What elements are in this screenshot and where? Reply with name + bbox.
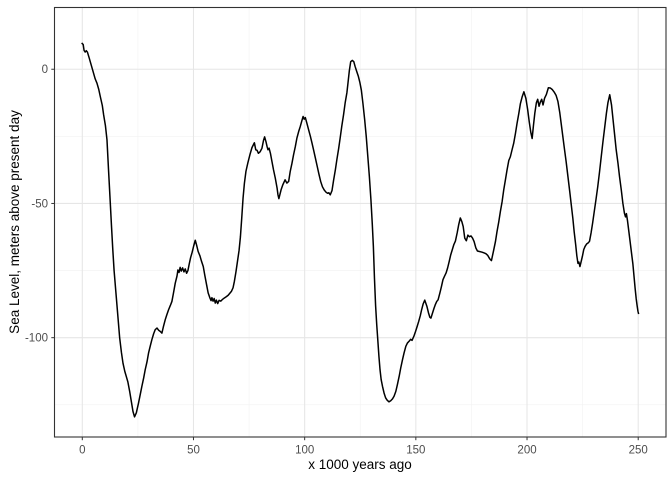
tick-layer: 0 50 100 150 200 250 0 -50 -100 [25,64,648,456]
panel-border [53,6,667,438]
y-tick-label: -50 [31,198,48,210]
x-tick-label: 100 [295,445,314,457]
grid-layer [54,7,666,437]
x-tick-label: 50 [187,445,200,457]
sea-level-line [81,42,640,418]
x-tick-label: 200 [517,445,536,457]
x-axis-title: x 1000 years ago [308,457,412,472]
y-axis-title: Sea Level, meters above present day [7,110,22,334]
y-tick-label: 0 [42,64,48,76]
x-tick-label: 0 [79,445,85,457]
y-tick-label: -100 [25,333,48,345]
x-tick-label: 250 [629,445,648,457]
x-tick-label: 150 [406,445,425,457]
